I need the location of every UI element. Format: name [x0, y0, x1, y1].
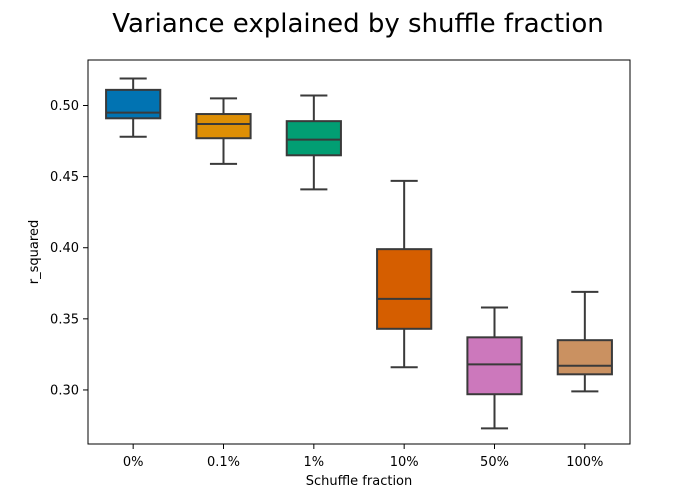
box-group-2 [285, 94, 342, 191]
y-tick-label: 0.35 [50, 312, 79, 327]
iqr-box [556, 339, 613, 376]
iqr-box [376, 248, 433, 330]
box-group-1 [195, 97, 252, 165]
y-axis: 0.30 0.35 0.40 0.45 0.50 [50, 99, 88, 398]
box-group-3 [376, 179, 433, 369]
y-tick-label: 0.30 [50, 383, 79, 398]
y-axis-label: r_squared [27, 220, 42, 284]
iqr-box [195, 113, 252, 140]
iqr-box [285, 120, 342, 157]
chart-title: Variance explained by shuffle fraction [112, 9, 604, 39]
x-axis: 0% 0.1% 1% 10% 50% 100% [123, 444, 603, 470]
box-group-5 [556, 290, 613, 393]
y-tick-label: 0.40 [50, 241, 79, 256]
x-tick-label: 1% [304, 455, 325, 470]
box-group-0 [105, 77, 162, 138]
y-tick-label: 0.45 [50, 170, 79, 185]
axes-frame [87, 59, 631, 445]
x-tick-label: 0% [123, 455, 144, 470]
y-tick-label: 0.50 [50, 99, 79, 114]
iqr-box [105, 88, 162, 120]
plot-area [105, 77, 613, 430]
x-tick-label: 50% [480, 455, 509, 470]
iqr-box [466, 336, 523, 396]
x-tick-label: 0.1% [207, 455, 240, 470]
x-tick-label: 100% [566, 455, 603, 470]
x-tick-label: 10% [390, 455, 419, 470]
x-axis-label: Schuffle fraction [306, 474, 413, 489]
box-group-4 [466, 306, 523, 430]
